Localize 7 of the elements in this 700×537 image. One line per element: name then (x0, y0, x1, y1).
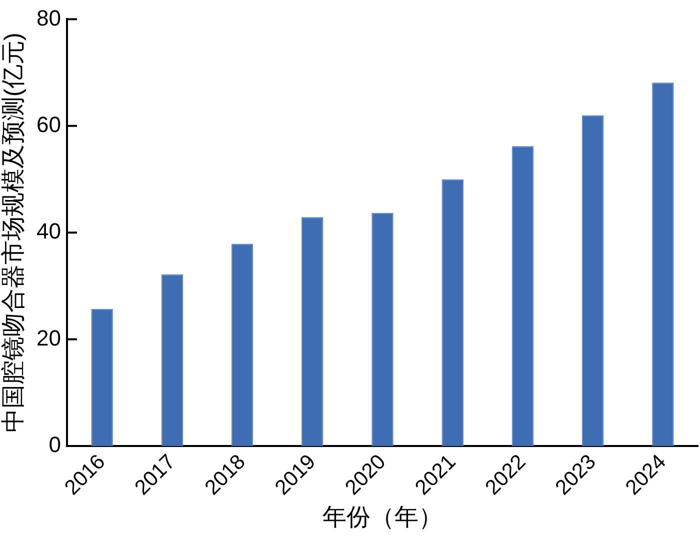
y-tick-label: 60 (36, 112, 61, 137)
y-axis-title: 中国腔镜吻合器市场规模及预测(亿元) (0, 32, 28, 433)
y-tick-label: 40 (36, 218, 61, 244)
y-tick-label: 20 (36, 325, 61, 350)
x-axis-title: 年份（年） (322, 504, 442, 531)
y-tick-label: 0 (48, 432, 61, 458)
y-tick-label: 80 (36, 5, 61, 30)
